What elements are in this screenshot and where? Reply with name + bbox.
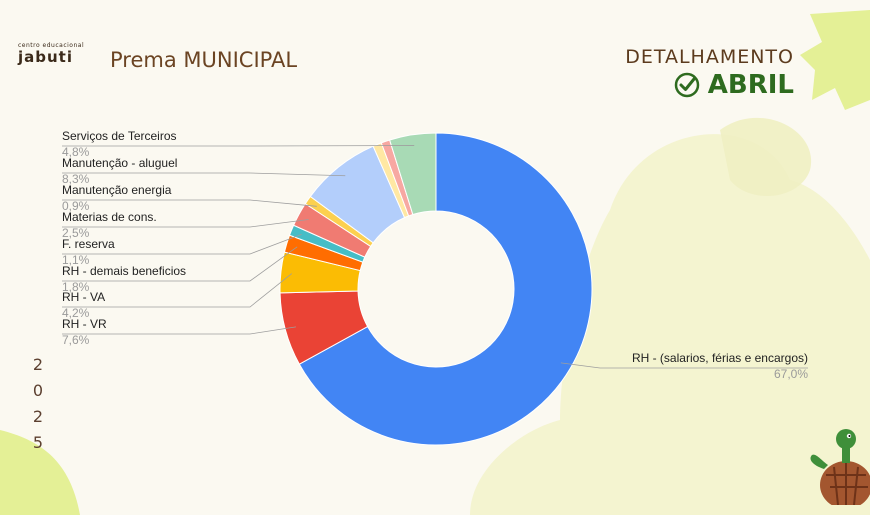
slice-value-label: 0,9%: [62, 199, 90, 213]
slice-value-label: 1,1%: [62, 253, 90, 267]
slice-value-label: 2,5%: [62, 226, 90, 240]
leader-line: [62, 173, 345, 176]
slice-value-label: 4,2%: [62, 306, 90, 320]
leader-line: [62, 200, 317, 206]
turtle-icon: [802, 425, 870, 505]
slice-value-label: 4,8%: [62, 145, 90, 159]
slice-value-label: 67,0%: [774, 367, 808, 381]
slice-label: Serviços de Terceiros: [62, 129, 177, 143]
slice-value-label: 8,3%: [62, 172, 90, 186]
slice-label: RH - (salarios, férias e encargos): [632, 351, 808, 365]
slice-value-label: 1,8%: [62, 280, 90, 294]
slice-value-label: 7,6%: [62, 333, 90, 347]
